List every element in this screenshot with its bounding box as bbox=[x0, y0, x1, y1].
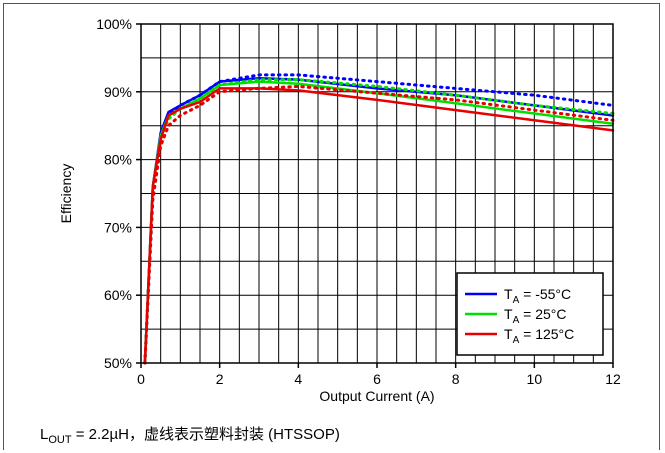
legend-label: TA = -55°C bbox=[504, 286, 571, 306]
legend-box bbox=[456, 272, 604, 356]
legend-label: TA = 25°C bbox=[504, 306, 566, 326]
legend: TA = -55°CTA = 25°CTA = 125°C bbox=[456, 272, 604, 356]
tick-layer: 0 2 4 6 8 10 12 50% 60% 70% 80% 90% 100% bbox=[96, 16, 621, 387]
y-tick-label: 70% bbox=[104, 219, 132, 235]
caption-text: = 2.2µH，虚线表示塑料封装 (HTSSOP) bbox=[71, 426, 340, 443]
x-tick-label: 12 bbox=[605, 371, 621, 387]
y-tick-label: 100% bbox=[96, 16, 132, 32]
y-tick-label: 80% bbox=[104, 152, 132, 168]
series-line-dotted bbox=[143, 84, 615, 365]
x-axis-label: Output Current (A) bbox=[319, 388, 434, 404]
series-line-dotted bbox=[143, 73, 615, 365]
series-line-solid bbox=[143, 87, 615, 365]
x-tick-label: 6 bbox=[373, 371, 381, 387]
y-axis-label: Efficiency bbox=[58, 164, 74, 224]
y-tick-label: 60% bbox=[104, 287, 132, 303]
x-tick-label: 4 bbox=[294, 371, 302, 387]
x-tick-label: 2 bbox=[216, 371, 224, 387]
y-tick-label: 50% bbox=[104, 355, 132, 371]
caption-subscript: OUT bbox=[48, 434, 72, 446]
caption-prefix: L bbox=[40, 426, 49, 443]
figure-caption: LOUT = 2.2µH，虚线表示塑料封装 (HTSSOP) bbox=[40, 423, 340, 446]
x-tick-label: 0 bbox=[137, 371, 145, 387]
series-layer bbox=[143, 73, 615, 365]
figure-frame bbox=[3, 3, 660, 450]
x-tick-label: 8 bbox=[452, 371, 460, 387]
y-tick-label: 90% bbox=[104, 84, 132, 100]
series-line-dotted bbox=[143, 78, 615, 365]
legend-label: TA = 125°C bbox=[504, 326, 574, 346]
x-tick-label: 10 bbox=[527, 371, 543, 387]
